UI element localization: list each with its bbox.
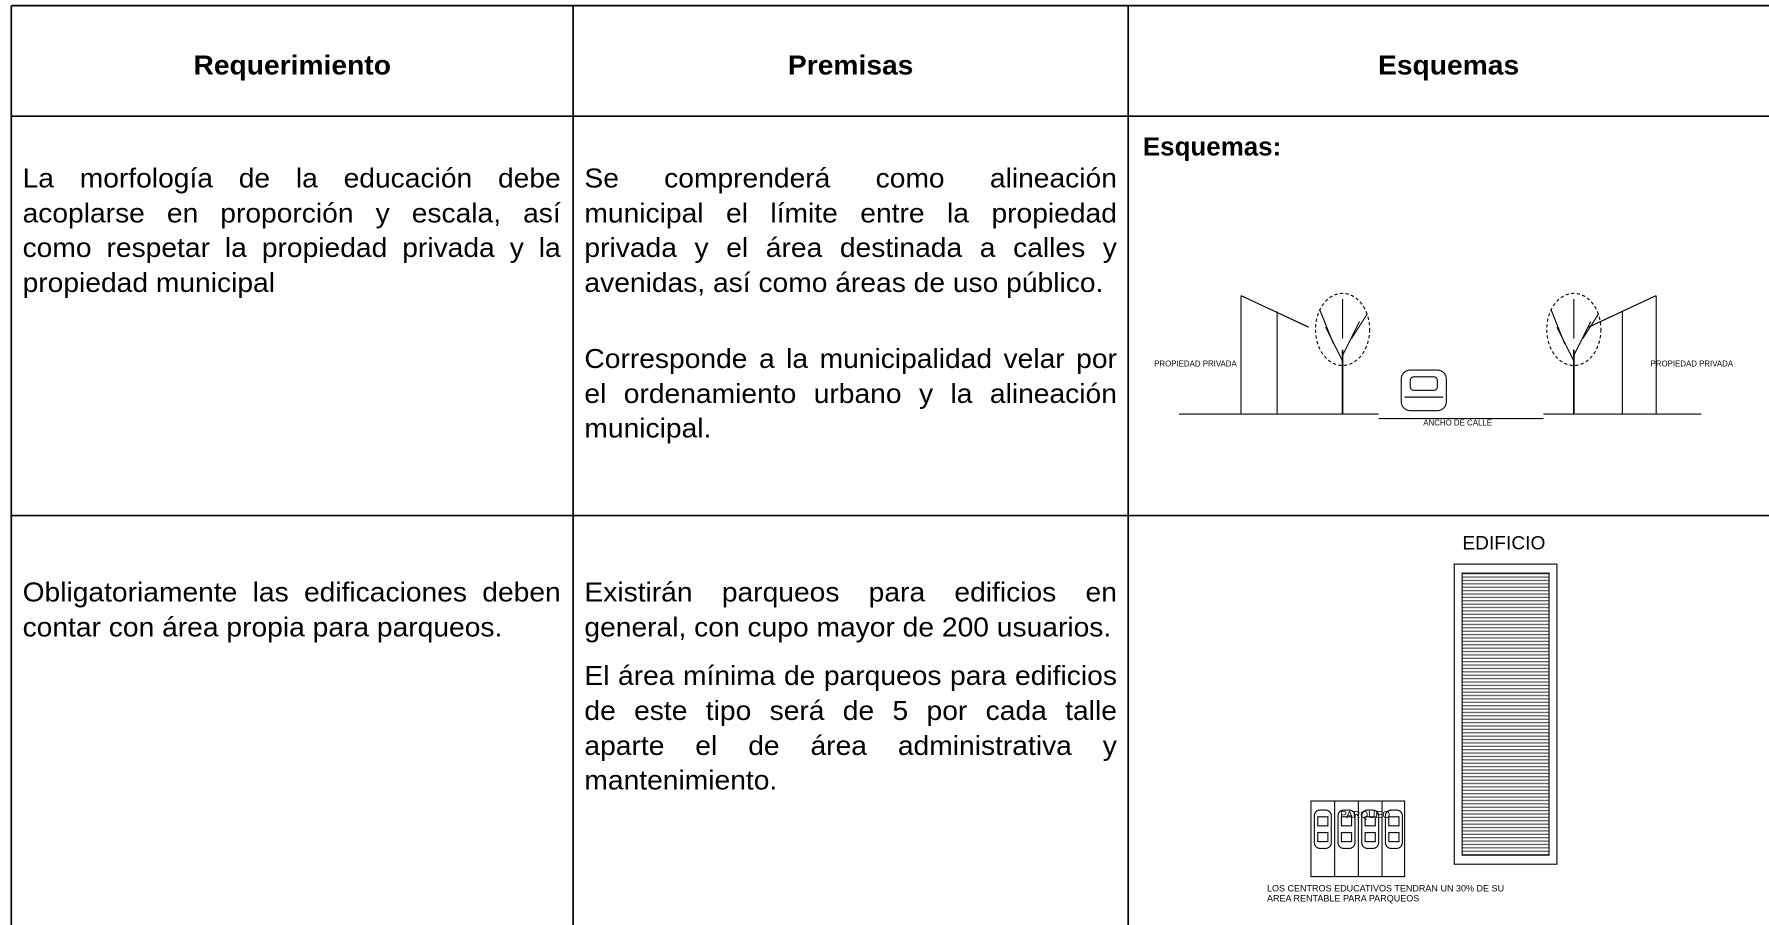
premise-paragraph: Existirán parqueos para edificios en gen… <box>584 576 1117 644</box>
table-borders <box>10 4 1769 925</box>
parking-diagram: EDIFICIO PARQUEO LOS CENTROS EDUCATIVOS … <box>1267 533 1558 903</box>
schema-label: PROPIEDAD PRIVADA <box>1154 360 1237 369</box>
schema-note: AREA RENTABLE PARA PARQUEOS <box>1267 893 1419 903</box>
schema-label: ANCHO DE CALLE <box>1423 418 1492 427</box>
column-header: Requerimiento <box>193 49 391 82</box>
column-header: Esquemas <box>1378 49 1520 82</box>
requirement-cell: La morfología de la educación debe acopl… <box>22 162 561 299</box>
schema-label: PROPIEDAD PRIVADA <box>1651 360 1734 369</box>
requirement-cell: Obligatoriamente las edificaciones deben… <box>22 576 561 644</box>
premise-paragraph: El área mínima de parqueos para edificio… <box>584 659 1117 797</box>
premise-paragraph: Corresponde a la municipalidad velar por… <box>584 342 1117 445</box>
premises-cell: Existirán parqueos para edificios en gen… <box>584 575 1117 798</box>
premises-cell: Se comprenderá como alineación municipal… <box>584 161 1117 446</box>
schema-label: EDIFICIO <box>1462 533 1545 554</box>
street-section-diagram: Esquemas: PROPIEDAD PRIVADA <box>1143 134 1734 428</box>
column-header: Premisas <box>787 49 914 82</box>
schema-note: LOS CENTROS EDUCATIVOS TENDRAN UN 30% DE… <box>1267 883 1504 893</box>
schema-title: Esquemas: <box>1143 134 1281 162</box>
premise-paragraph: Se comprenderá como alineación municipal… <box>584 162 1117 299</box>
schema-label: PARQUEO <box>1340 810 1390 821</box>
